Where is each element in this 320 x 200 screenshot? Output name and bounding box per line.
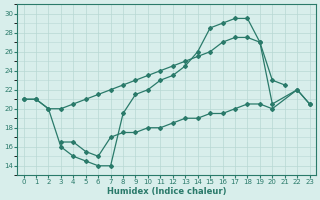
X-axis label: Humidex (Indice chaleur): Humidex (Indice chaleur) [107,187,226,196]
